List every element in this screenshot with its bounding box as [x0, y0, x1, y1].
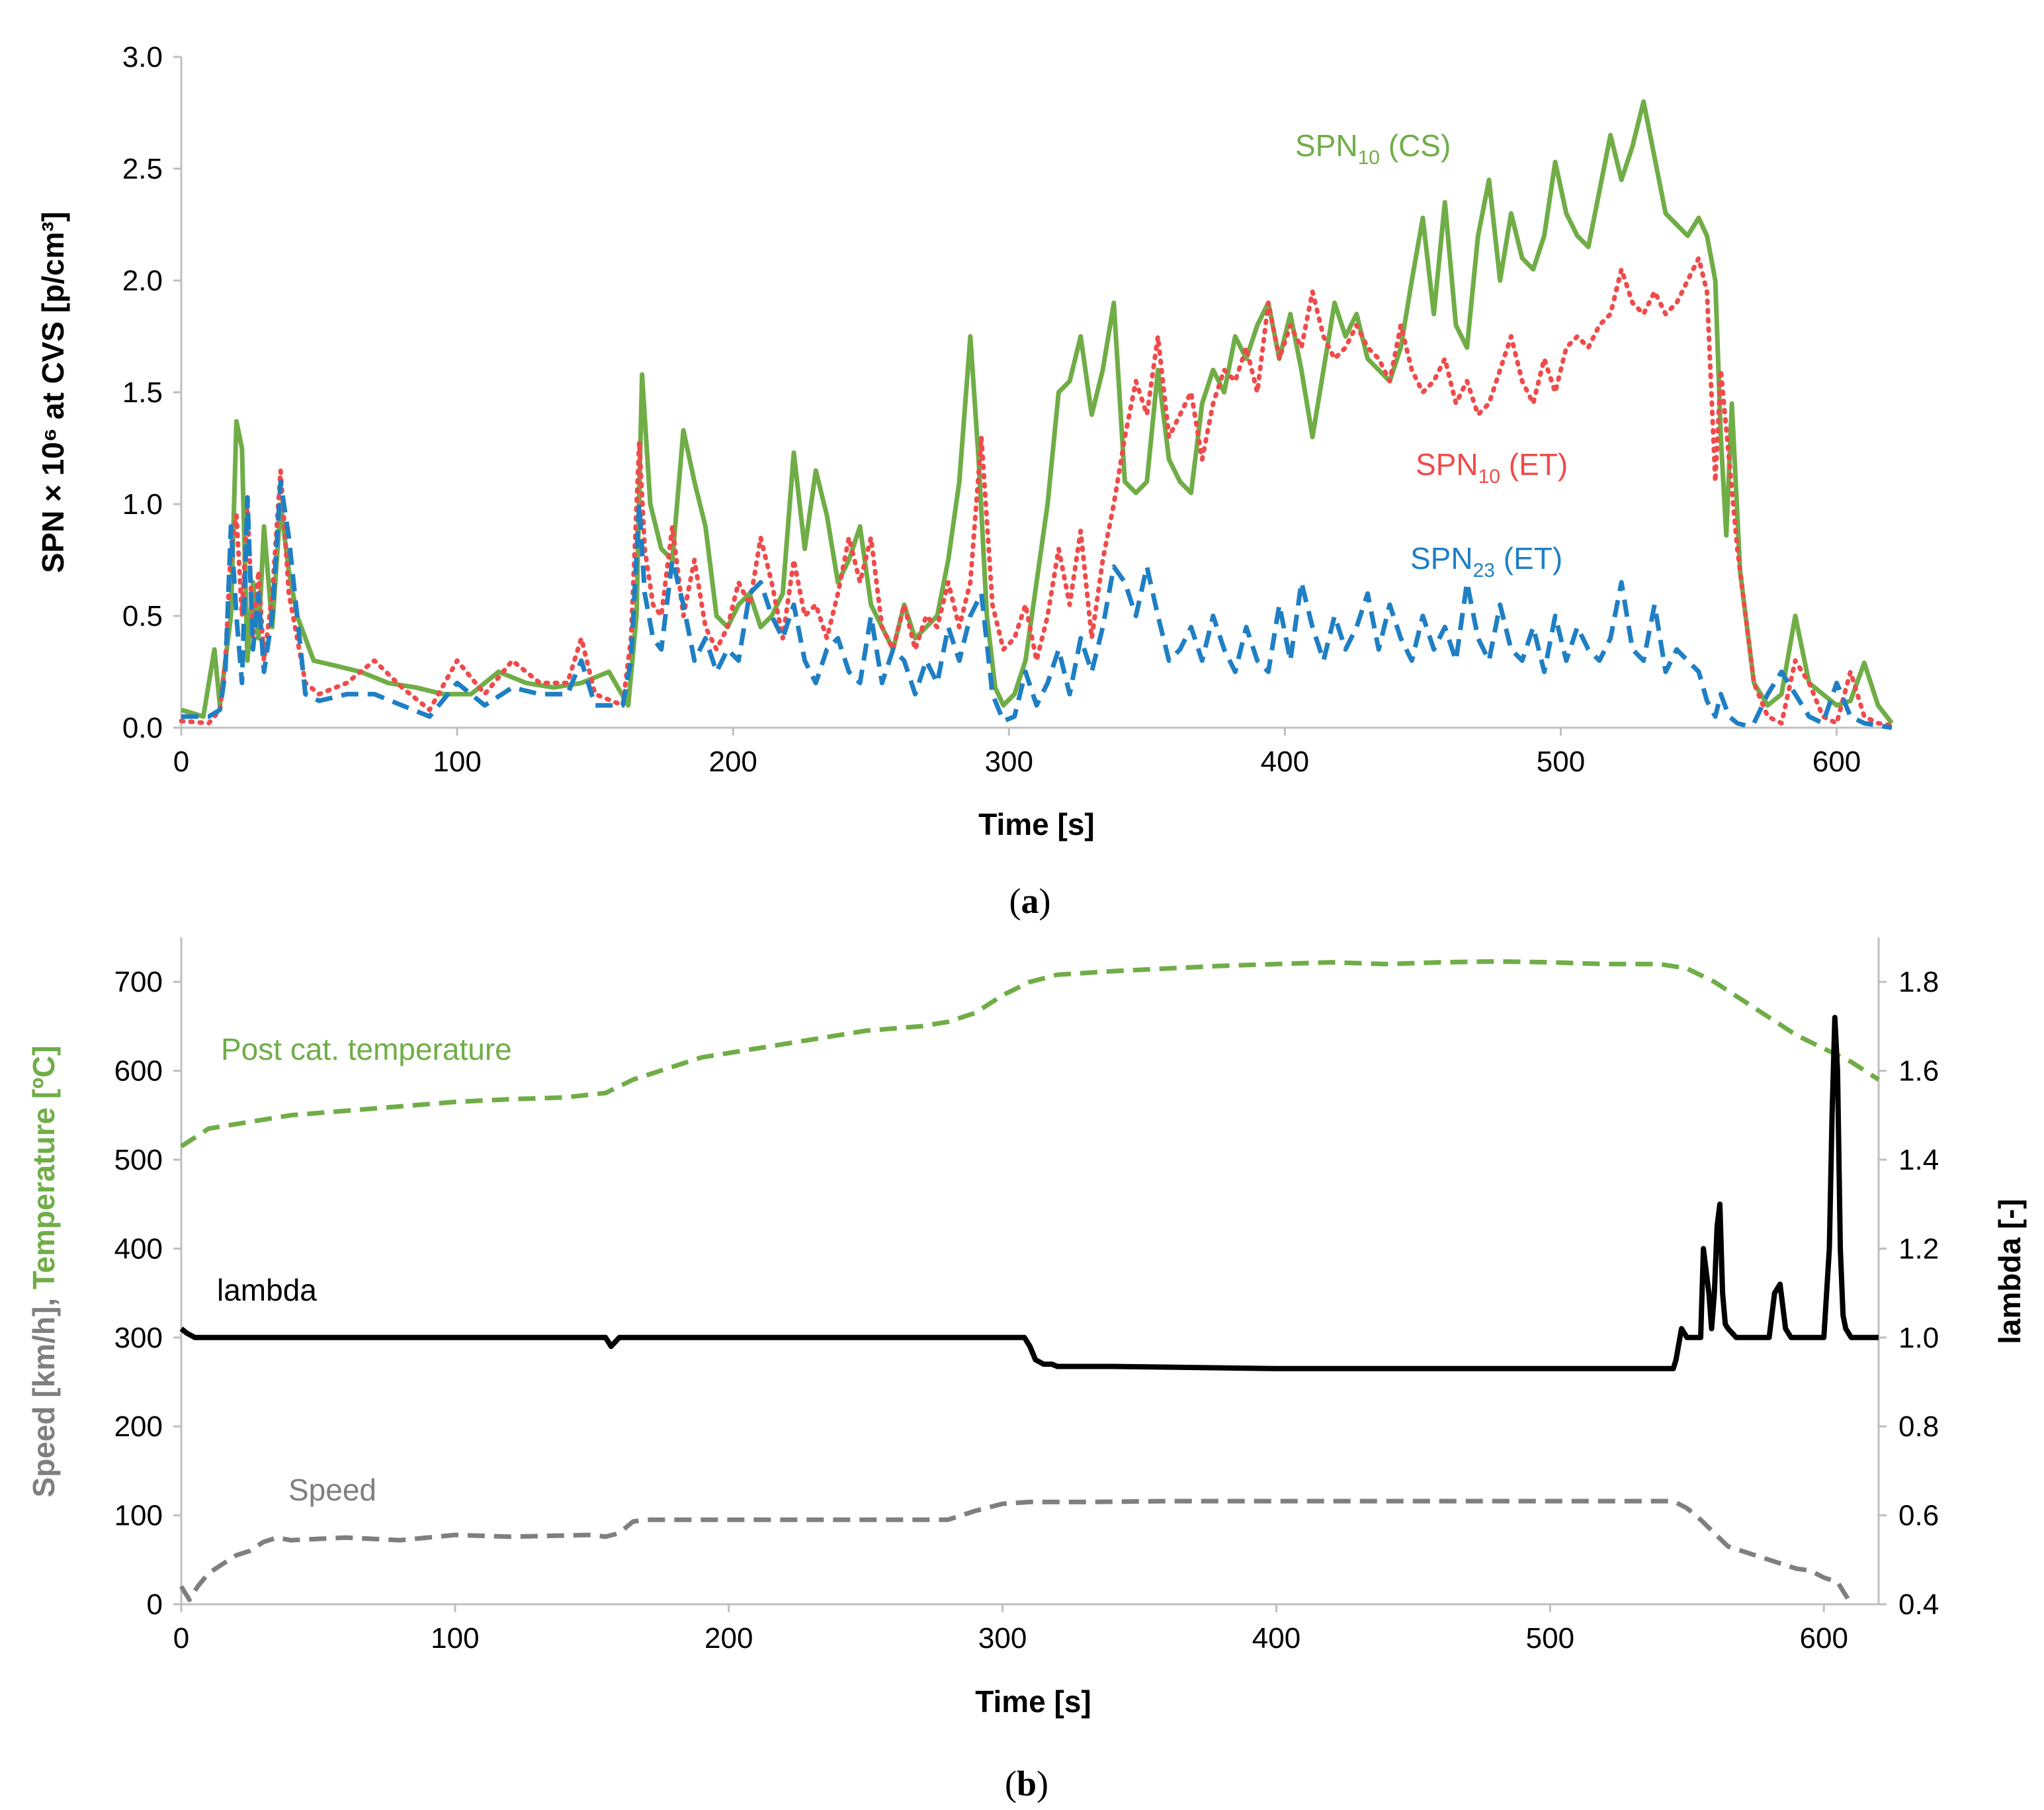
annotation-spn10-et: SPN10 (ET) [1416, 447, 1568, 488]
x-tick-label: 200 [708, 746, 757, 778]
x-tick-label: 300 [978, 1622, 1027, 1655]
x-tick-label: 400 [1252, 1622, 1300, 1655]
annotation-post-cat-temperature: Post cat. temperature [221, 1032, 512, 1066]
x-tick-label: 600 [1812, 746, 1861, 778]
y-tick-label: 0.0 [122, 712, 163, 744]
y-ticks-right-b: 0.4 0.6 0.8 1.0 1.2 1.4 1.6 1.8 [1879, 966, 1939, 1621]
y-axis-title-a: SPN × 10⁶ at CVS [p/cm³] [36, 212, 70, 574]
x-tick-label: 500 [1526, 1622, 1574, 1655]
y-tick-label: 300 [114, 1322, 163, 1354]
y-right-tick-label: 1.0 [1898, 1322, 1939, 1354]
y-right-tick-label: 0.6 [1898, 1500, 1939, 1532]
x-ticks-b: 0 100 200 300 400 500 600 [173, 1604, 1848, 1655]
annotation-lambda: lambda [217, 1273, 317, 1307]
y-tick-label: 100 [114, 1500, 163, 1532]
y-right-tick-label: 0.8 [1898, 1410, 1939, 1443]
x-tick-label: 0 [173, 1622, 189, 1655]
y-tick-label: 2.0 [122, 265, 163, 297]
y-tick-label: 0.5 [122, 600, 163, 632]
y-right-tick-label: 1.8 [1898, 966, 1939, 998]
series-line-spn23-et [181, 479, 1893, 730]
x-tick-label: 400 [1261, 746, 1309, 778]
series-line-spn10-et [179, 255, 1895, 728]
y-right-tick-label: 0.4 [1898, 1588, 1939, 1621]
x-tick-label: 300 [985, 746, 1033, 778]
y-ticks-left-b: 0 100 200 300 400 500 600 700 [114, 966, 181, 1621]
plot-area-a [181, 57, 1892, 728]
series-line-post-cat-temperature [180, 959, 1880, 1148]
panel-label-b: (b) [1005, 1764, 1048, 1803]
y-tick-label: 2.5 [122, 153, 163, 185]
y-tick-label: 1.0 [122, 488, 163, 521]
y-axis-title-right-b: lambda [-] [1992, 1199, 2027, 1344]
y-ticks-a: 0.0 0.5 1.0 1.5 2.0 2.5 3.0 [122, 41, 181, 744]
series-line-spn10-cs [180, 99, 1894, 725]
x-tick-label: 0 [173, 746, 189, 778]
x-tick-label: 100 [433, 746, 481, 778]
x-tick-label: 600 [1800, 1622, 1848, 1655]
series-b [179, 959, 1880, 1606]
x-ticks-a: 0 100 200 300 400 500 600 [173, 728, 1861, 778]
series-line-speed [179, 1498, 1853, 1606]
y-axis-title-speed: Speed [km/h], [26, 1289, 61, 1497]
y-right-tick-label: 1.2 [1898, 1232, 1939, 1265]
y-tick-label: 1.5 [122, 376, 163, 409]
series-a [179, 99, 1895, 730]
annotation-speed: Speed [288, 1473, 376, 1507]
annotation-spn10-cs: SPN10 (CS) [1295, 128, 1451, 169]
y-tick-label: 200 [114, 1410, 163, 1443]
y-tick-label: 3.0 [122, 41, 163, 73]
panel-b-chart: 0 100 200 300 400 500 600 700 0.4 0.6 0.8 1.0 1.2 1.… [26, 937, 2027, 1803]
y-tick-label: 400 [114, 1232, 163, 1265]
panel-label-a: (a) [1009, 881, 1051, 921]
panel-a-chart: 0.0 0.5 1.0 1.5 2.0 2.5 3.0 0 100 200 300 400 500 60… [36, 41, 1895, 921]
y-axis-title-left-b: Speed [km/h], Temperature [ºC] [26, 1045, 61, 1497]
y-tick-label: 500 [114, 1144, 163, 1176]
y-tick-label: 600 [114, 1055, 163, 1088]
x-tick-label: 200 [704, 1622, 753, 1655]
x-axis-title-a: Time [s] [978, 807, 1095, 841]
y-right-tick-label: 1.6 [1898, 1055, 1939, 1088]
x-axis-title-b: Time [s] [975, 1684, 1091, 1719]
plot-area-b [181, 937, 1879, 1604]
y-axis-title-temperature: Temperature [ºC] [26, 1045, 61, 1289]
x-tick-label: 500 [1537, 746, 1585, 778]
x-tick-label: 100 [431, 1622, 479, 1655]
y-tick-label: 700 [114, 966, 163, 998]
y-tick-label: 0 [147, 1588, 163, 1621]
y-right-tick-label: 1.4 [1898, 1144, 1939, 1176]
annotation-spn23-et: SPN23 (ET) [1410, 541, 1562, 582]
series-line-lambda [179, 1015, 1879, 1371]
